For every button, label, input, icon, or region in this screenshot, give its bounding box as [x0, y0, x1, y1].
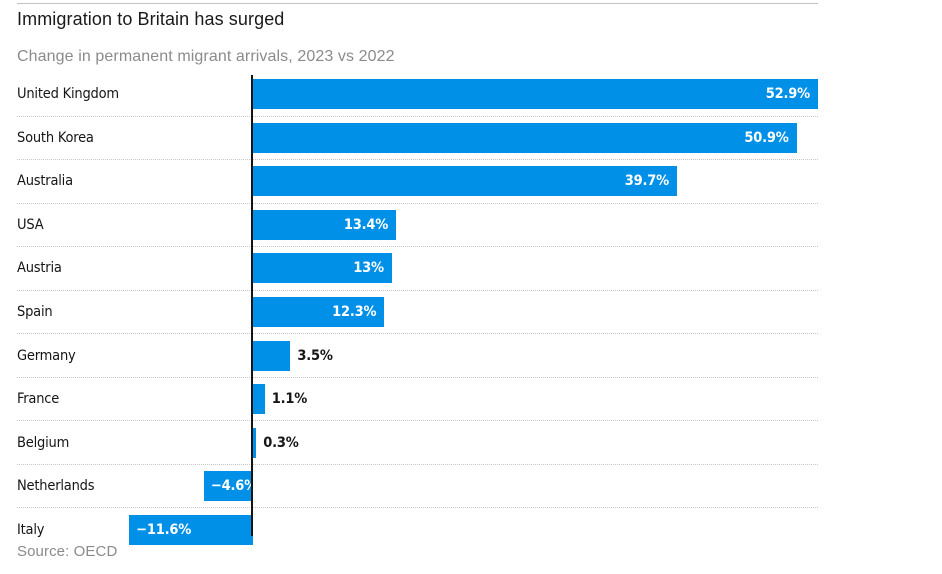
chart-row: Italy −11.6%: [17, 508, 818, 551]
bar-chart: United Kingdom 52.9% South Korea 50.9% Austr…: [17, 73, 818, 545]
bar: −11.6%: [129, 514, 253, 545]
y-axis-line: [251, 75, 254, 536]
category-label: Spain: [17, 304, 53, 320]
chart-row: South Korea 50.9%: [17, 117, 818, 161]
chart-row: Spain 12.3%: [17, 291, 818, 335]
bar: 52.9%: [253, 79, 818, 110]
value-label: 13.4%: [343, 216, 389, 233]
value-label: 3.5%: [297, 347, 333, 364]
bar: −4.6%: [203, 471, 257, 502]
source-note: Source: OECD: [17, 543, 118, 560]
value-label: −4.6%: [210, 478, 258, 495]
chart-row: Belgium 0.3%: [17, 421, 818, 465]
category-label: Belgium: [17, 434, 70, 451]
value-label: 12.3%: [332, 304, 377, 320]
chart-subtitle: Change in permanent migrant arrivals, 20…: [17, 48, 395, 65]
chart-row: Austria 13%: [17, 247, 818, 291]
category-label: Austria: [17, 260, 62, 277]
category-label: Netherlands: [17, 478, 95, 495]
bar: [253, 427, 257, 458]
category-label: Germany: [17, 347, 76, 364]
category-label: United Kingdom: [17, 86, 119, 103]
bar: [253, 384, 265, 415]
bar: 12.3%: [253, 297, 385, 327]
value-label: 50.9%: [744, 129, 789, 146]
category-label: Italy: [17, 521, 45, 538]
value-label: 1.1%: [271, 391, 308, 408]
category-label: USA: [17, 216, 44, 233]
category-label: South Korea: [17, 129, 94, 146]
bar: 39.7%: [253, 166, 677, 197]
category-label: Australia: [17, 173, 73, 190]
value-label: 13%: [353, 260, 384, 277]
bar: 13%: [253, 253, 392, 284]
chart-row: Australia 39.7%: [17, 160, 818, 204]
value-label: 39.7%: [624, 173, 669, 190]
bar: 13.4%: [253, 209, 397, 240]
chart-title: Immigration to Britain has surged: [17, 9, 285, 29]
chart-row: France 1.1%: [17, 378, 818, 422]
value-label: 0.3%: [263, 434, 299, 451]
chart-row: Germany 3.5%: [17, 334, 818, 378]
top-rule: [17, 3, 818, 4]
chart-row: United Kingdom 52.9%: [17, 73, 818, 117]
chart-row: Netherlands −4.6%: [17, 465, 818, 509]
value-label: 52.9%: [765, 86, 810, 103]
bar: 50.9%: [253, 122, 797, 153]
value-label: −11.6%: [136, 521, 192, 538]
category-label: France: [17, 391, 60, 408]
bar: [253, 340, 291, 371]
chart-row: USA 13.4%: [17, 204, 818, 248]
